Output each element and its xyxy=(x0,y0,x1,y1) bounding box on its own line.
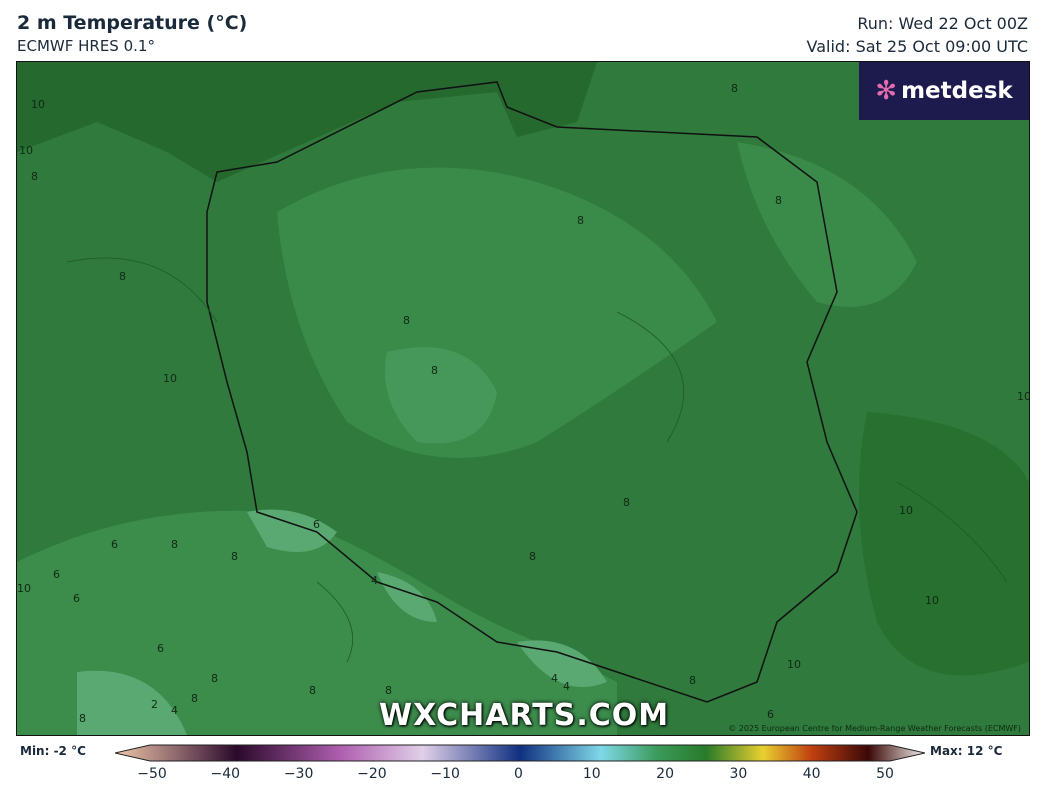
contour-label: 6 xyxy=(313,518,320,531)
colorbar-tick-label: −50 xyxy=(137,766,167,782)
colorbar-tick-label: 50 xyxy=(876,766,894,782)
baltic-sea xyxy=(17,62,597,182)
contour-label: 6 xyxy=(157,642,164,655)
metdesk-star-icon: ✻ xyxy=(875,76,898,106)
contour-label: 8 xyxy=(385,684,392,697)
contour-label: 6 xyxy=(111,538,118,551)
light-region-east xyxy=(737,142,917,307)
model-name: ECMWF HRES 0.1° xyxy=(17,37,155,55)
contour-label: 8 xyxy=(431,364,438,377)
light-blob-center xyxy=(385,347,497,444)
colorbar xyxy=(115,744,925,762)
contour-label: 6 xyxy=(767,708,774,721)
colorbar-min: Min: -2 °C xyxy=(20,744,86,758)
colorbar-tick-label: 20 xyxy=(656,766,675,782)
chart-title: 2 m Temperature (°C) xyxy=(17,12,248,34)
contour-label: 10 xyxy=(787,658,801,671)
poland-border xyxy=(206,81,858,703)
colorbar-max: Max: 12 °C xyxy=(930,744,1003,758)
metdesk-logo: ✻ metdesk xyxy=(859,62,1029,120)
light-region-central xyxy=(277,167,717,459)
contour-label: 8 xyxy=(79,712,86,725)
colorbar-tick-label: −10 xyxy=(430,766,460,782)
contour-label: 8 xyxy=(309,684,316,697)
contour-label: 8 xyxy=(577,214,584,227)
colorbar-tick-label: −40 xyxy=(210,766,241,782)
contour-label: 8 xyxy=(31,170,38,183)
valid-time: Valid: Sat 25 Oct 09:00 UTC xyxy=(806,37,1028,56)
contour-label: 8 xyxy=(529,550,536,563)
colorbar-tick-label: 10 xyxy=(582,766,601,782)
contour-label: 8 xyxy=(731,82,738,95)
colorbar-tick-label: 40 xyxy=(802,766,821,782)
contour-label: 4 xyxy=(371,574,378,587)
contour-label: 6 xyxy=(73,592,80,605)
contour-label: 8 xyxy=(171,538,178,551)
contour-label: 4 xyxy=(563,680,570,693)
contour-label: 8 xyxy=(775,194,782,207)
wxcharts-watermark: WXCHARTS.COM xyxy=(379,698,670,733)
contour-lines xyxy=(66,257,1008,663)
colorbar-tick-label: 0 xyxy=(514,766,523,782)
colorbar-tick-label: −30 xyxy=(283,766,314,782)
colorbar-gradient xyxy=(115,744,925,762)
mountain-highlands xyxy=(77,509,607,735)
colorbar-tick-label: 30 xyxy=(729,766,748,782)
copyright-notice: © 2025 European Centre for Medium-Range … xyxy=(728,724,1021,733)
contour-label: 10 xyxy=(1017,390,1030,403)
contour-label: 8 xyxy=(689,674,696,687)
contour-label: 4 xyxy=(551,672,558,685)
contour-label: 10 xyxy=(899,504,913,517)
map-fields xyxy=(17,62,1029,735)
contour-label: 10 xyxy=(17,582,31,595)
contour-label: 8 xyxy=(231,550,238,563)
contour-label: 6 xyxy=(53,568,60,581)
dark-region-southeast xyxy=(859,412,1029,676)
sudetes-mountains xyxy=(17,510,617,735)
contour-label: 10 xyxy=(31,98,45,111)
contour-label: 10 xyxy=(163,372,177,385)
temperature-map: ✻ metdesk 10 10 8 8 8 8 8 10 8 8 8 10 10 … xyxy=(16,61,1030,736)
logo-text: metdesk xyxy=(901,78,1013,104)
contour-label: 2 xyxy=(151,698,158,711)
run-time: Run: Wed 22 Oct 00Z xyxy=(857,14,1028,33)
contour-label: 8 xyxy=(403,314,410,327)
contour-label: 8 xyxy=(623,496,630,509)
contour-label: 8 xyxy=(119,270,126,283)
contour-label: 8 xyxy=(211,672,218,685)
colorbar-tick-label: −20 xyxy=(357,766,387,782)
contour-label: 10 xyxy=(925,594,939,607)
contour-label: 10 xyxy=(19,144,33,157)
contour-label: 8 xyxy=(191,692,198,705)
contour-label: 4 xyxy=(171,704,178,717)
